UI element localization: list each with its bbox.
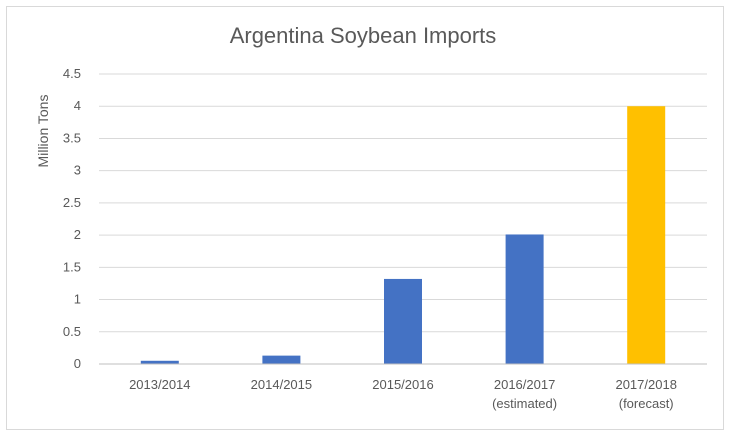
bar (262, 355, 301, 364)
bar (627, 106, 666, 364)
x-tick-label: 2013/2014 (129, 377, 190, 392)
y-tick-label: 2 (74, 227, 81, 242)
y-tick-label: 3.5 (63, 130, 81, 145)
chart-frame: Argentina Soybean Imports Million Tons 0… (6, 6, 724, 430)
bars (140, 106, 666, 364)
x-tick-label: 2014/2015 (251, 377, 312, 392)
x-tick-label: (forecast) (619, 396, 674, 411)
x-tick-label: 2017/2018 (615, 377, 676, 392)
y-axis-label: Million Tons (35, 95, 51, 168)
y-tick-label: 1 (74, 292, 81, 307)
chart-title: Argentina Soybean Imports (230, 23, 497, 48)
gridlines (99, 73, 707, 333)
bar (505, 234, 544, 364)
bar (384, 278, 422, 364)
x-tick-label: 2015/2016 (372, 377, 433, 392)
y-tick-label: 0.5 (63, 324, 81, 339)
y-tick-label: 2.5 (63, 195, 81, 210)
y-tick-label: 4 (74, 98, 81, 113)
bar (140, 360, 179, 364)
x-tick-label: (estimated) (492, 396, 557, 411)
y-tick-label: 1.5 (63, 259, 81, 274)
y-tick-label: 4.5 (63, 66, 81, 81)
bar-chart: Argentina Soybean Imports Million Tons 0… (35, 23, 707, 411)
y-tick-label: 3 (74, 163, 81, 178)
x-tick-label: 2016/2017 (494, 377, 555, 392)
y-axis-ticks: 0 0.5 1 1.5 2 2.5 3 3.5 4 4.5 (63, 66, 81, 371)
y-tick-label: 0 (74, 356, 81, 371)
x-axis-ticks: 2013/2014 2014/2015 2015/2016 2016/2017 (est… (129, 377, 677, 411)
